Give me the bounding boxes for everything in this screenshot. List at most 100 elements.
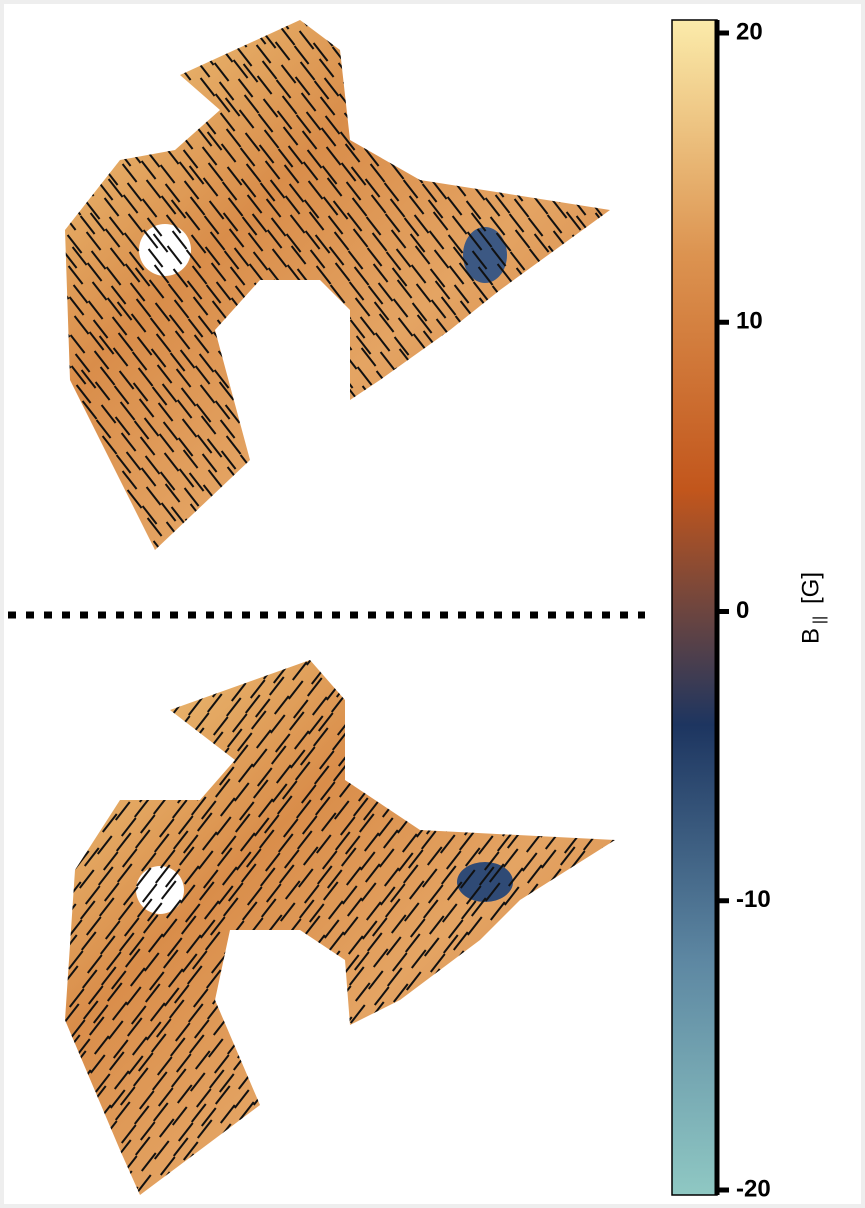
vector	[111, 1001, 128, 1021]
vector	[364, 178, 381, 198]
vector	[148, 279, 165, 299]
vector	[167, 968, 184, 988]
vector	[152, 233, 169, 253]
vector	[342, 916, 359, 936]
vector	[447, 919, 464, 939]
vector	[198, 353, 215, 373]
vector	[291, 661, 308, 681]
vector	[173, 299, 190, 319]
vector	[390, 914, 407, 934]
vector	[122, 886, 139, 906]
vector	[182, 834, 199, 854]
vector	[162, 949, 179, 969]
vector	[78, 869, 95, 889]
vector	[362, 801, 379, 821]
vector	[326, 869, 343, 889]
vector	[140, 852, 157, 872]
vector	[326, 177, 343, 197]
vector	[215, 281, 232, 301]
vector	[135, 298, 152, 318]
vector	[371, 917, 388, 937]
vector	[118, 370, 135, 390]
vector	[192, 296, 209, 316]
vector	[466, 916, 483, 936]
vector	[246, 194, 263, 214]
vector	[440, 865, 457, 885]
vector	[478, 866, 495, 886]
vector	[244, 132, 261, 152]
vector	[117, 332, 134, 352]
vector	[140, 467, 157, 487]
vector	[123, 917, 140, 937]
vector	[106, 297, 123, 317]
vector	[200, 1107, 217, 1127]
vector	[94, 381, 111, 401]
vector	[133, 420, 150, 440]
vector	[254, 698, 271, 718]
vector	[391, 952, 408, 972]
vector	[186, 280, 203, 300]
vector	[431, 180, 448, 200]
vector	[253, 817, 270, 837]
vector	[405, 971, 422, 991]
vector	[198, 881, 215, 901]
vector	[89, 212, 106, 232]
vector	[213, 1054, 230, 1074]
vector	[432, 211, 449, 231]
vector	[340, 162, 357, 182]
vector	[340, 847, 357, 867]
vector	[118, 932, 135, 952]
vector	[470, 212, 487, 232]
vector	[139, 1121, 156, 1141]
vector	[113, 1070, 130, 1090]
vector	[180, 915, 197, 935]
vector	[204, 931, 221, 951]
vector	[278, 864, 295, 884]
vector	[245, 163, 262, 183]
label-main: B	[797, 628, 824, 644]
vector	[261, 60, 278, 80]
vector	[121, 848, 138, 868]
vector	[429, 953, 446, 973]
vector	[65, 1003, 80, 1023]
vector	[200, 800, 217, 820]
vector	[125, 451, 142, 471]
vector	[82, 1000, 99, 1020]
vector	[226, 728, 243, 748]
vector	[318, 58, 335, 78]
vector	[365, 901, 382, 921]
vector	[123, 232, 140, 252]
vector	[233, 1089, 250, 1109]
vector	[206, 438, 223, 458]
vector	[305, 660, 322, 666]
vector	[73, 315, 90, 335]
vector	[154, 302, 171, 322]
vector	[402, 179, 419, 199]
vector	[209, 916, 226, 936]
vector	[471, 250, 488, 270]
vector	[188, 1034, 205, 1054]
vector	[389, 883, 406, 903]
vector	[156, 364, 173, 384]
vector	[189, 196, 206, 216]
vector	[318, 750, 335, 770]
vector	[250, 710, 267, 730]
vector	[429, 268, 446, 288]
vector	[183, 180, 200, 200]
vector	[183, 487, 200, 507]
vector	[296, 830, 313, 850]
vector	[215, 816, 232, 836]
vector	[390, 229, 407, 249]
vector	[134, 267, 151, 287]
vector	[427, 884, 444, 904]
vector	[459, 869, 476, 889]
vector	[170, 506, 187, 526]
vector	[81, 969, 98, 989]
vector	[327, 900, 344, 920]
vector	[165, 214, 182, 234]
vector	[146, 902, 163, 922]
tick-label: 0	[736, 597, 749, 624]
vector	[178, 468, 195, 488]
vector	[213, 369, 230, 389]
vector	[465, 885, 482, 905]
